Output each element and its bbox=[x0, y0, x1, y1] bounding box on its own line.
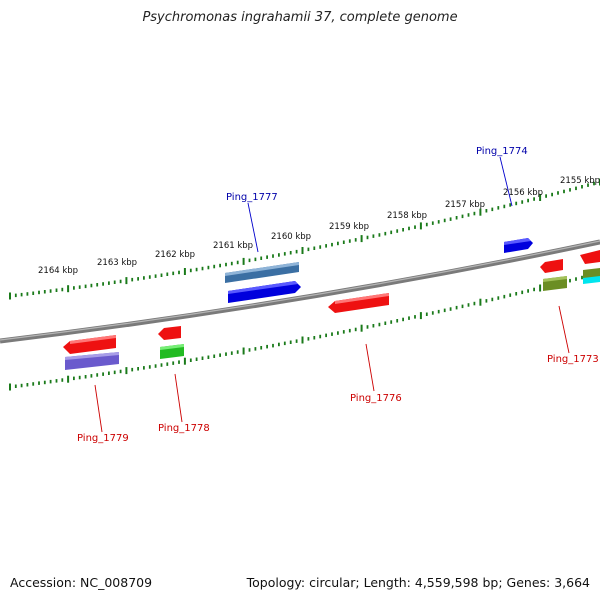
gene-ping-1774-feature[interactable] bbox=[504, 238, 533, 253]
outer-tick-ring bbox=[9, 178, 600, 300]
leader-line-ping-1773 bbox=[558, 305, 570, 354]
leader-line-ping-1779 bbox=[94, 384, 103, 433]
gene-label-ping-1774[interactable]: Ping_1774 bbox=[476, 146, 528, 157]
genome-backbone bbox=[0, 239, 600, 344]
tick-label-2159: 2159 kbp bbox=[329, 222, 369, 232]
gene-ping-1776-feature[interactable] bbox=[328, 293, 389, 313]
gene-label-ping-1778[interactable]: Ping_1778 bbox=[158, 423, 210, 434]
tick-label-2160: 2160 kbp bbox=[271, 232, 311, 242]
leader-line-ping-1776 bbox=[365, 343, 375, 392]
tick-label-2157: 2157 kbp bbox=[445, 200, 485, 210]
tick-label-2155: 2155 kbp bbox=[560, 176, 600, 186]
tick-label-2164: 2164 kbp bbox=[38, 266, 78, 276]
inner-tick-ring bbox=[9, 269, 600, 391]
gene-ping-1779-feature[interactable] bbox=[63, 335, 119, 370]
gene-ping-1773-feature[interactable] bbox=[540, 259, 567, 291]
gene-ping-1777-feature[interactable] bbox=[225, 262, 301, 303]
leader-line-ping-1778 bbox=[174, 373, 183, 423]
tick-label-2156: 2156 kbp bbox=[503, 188, 543, 198]
gene-label-ping-1776[interactable]: Ping_1776 bbox=[350, 393, 402, 404]
accession-label: Accession: NC_008709 bbox=[10, 575, 153, 590]
leader-line-ping-1777 bbox=[247, 202, 259, 253]
gene-label-ping-1777[interactable]: Ping_1777 bbox=[226, 192, 278, 203]
gene-near-1773-forward-feature[interactable] bbox=[580, 250, 600, 284]
map-title: Psychromonas ingrahamii 37, complete gen… bbox=[142, 10, 458, 25]
genome-backbone-highlight bbox=[0, 240, 600, 341]
tick-label-2162: 2162 kbp bbox=[155, 250, 195, 260]
gene-ping-1778-feature[interactable] bbox=[158, 326, 184, 359]
leader-line-ping-1774 bbox=[499, 156, 513, 207]
tick-label-2161: 2161 kbp bbox=[213, 241, 253, 251]
tick-label-2158: 2158 kbp bbox=[387, 211, 427, 221]
gene-label-ping-1779[interactable]: Ping_1779 bbox=[77, 433, 129, 444]
genome-summary-label: Topology: circular; Length: 4,559,598 bp… bbox=[246, 575, 590, 590]
gene-label-ping-1773[interactable]: Ping_1773 bbox=[547, 354, 599, 365]
tick-label-2163: 2163 kbp bbox=[97, 258, 137, 268]
